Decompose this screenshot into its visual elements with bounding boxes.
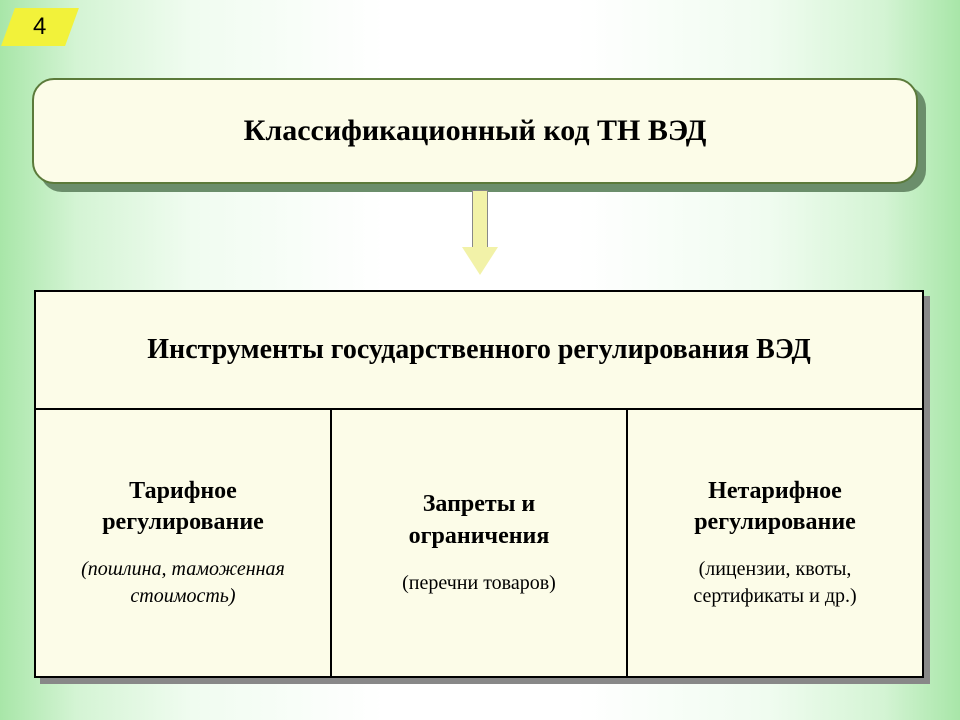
column-subtitle: (перечни товаров): [402, 570, 556, 597]
page-number-text: 4: [33, 13, 46, 41]
column-tariff: Тарифное регулирование (пошлина, таможен…: [34, 410, 332, 678]
column-title: Нетарифное регулирование: [646, 476, 904, 538]
column-title: Запреты и ограничения: [350, 489, 608, 551]
page-number-badge: 4: [1, 8, 79, 46]
down-arrow-icon: [462, 190, 498, 280]
instruments-columns: Тарифное регулирование (пошлина, таможен…: [34, 410, 924, 678]
column-subtitle: (пошлина, таможенная стоимость): [54, 556, 312, 610]
column-nontariff: Нетарифное регулирование (лицензии, квот…: [628, 410, 924, 678]
classification-code-box: Классификационный код ТН ВЭД: [32, 78, 918, 184]
classification-code-text: Классификационный код ТН ВЭД: [244, 114, 707, 148]
instruments-header-box: Инструменты государственного регулирован…: [34, 290, 924, 410]
arrow-stem: [472, 190, 488, 248]
column-prohibitions: Запреты и ограничения (перечни товаров): [332, 410, 628, 678]
arrow-head: [462, 247, 498, 275]
column-title: Тарифное регулирование: [54, 476, 312, 538]
column-subtitle: (лицензии, квоты, сертификаты и др.): [646, 556, 904, 610]
instruments-header-text: Инструменты государственного регулирован…: [147, 329, 810, 371]
